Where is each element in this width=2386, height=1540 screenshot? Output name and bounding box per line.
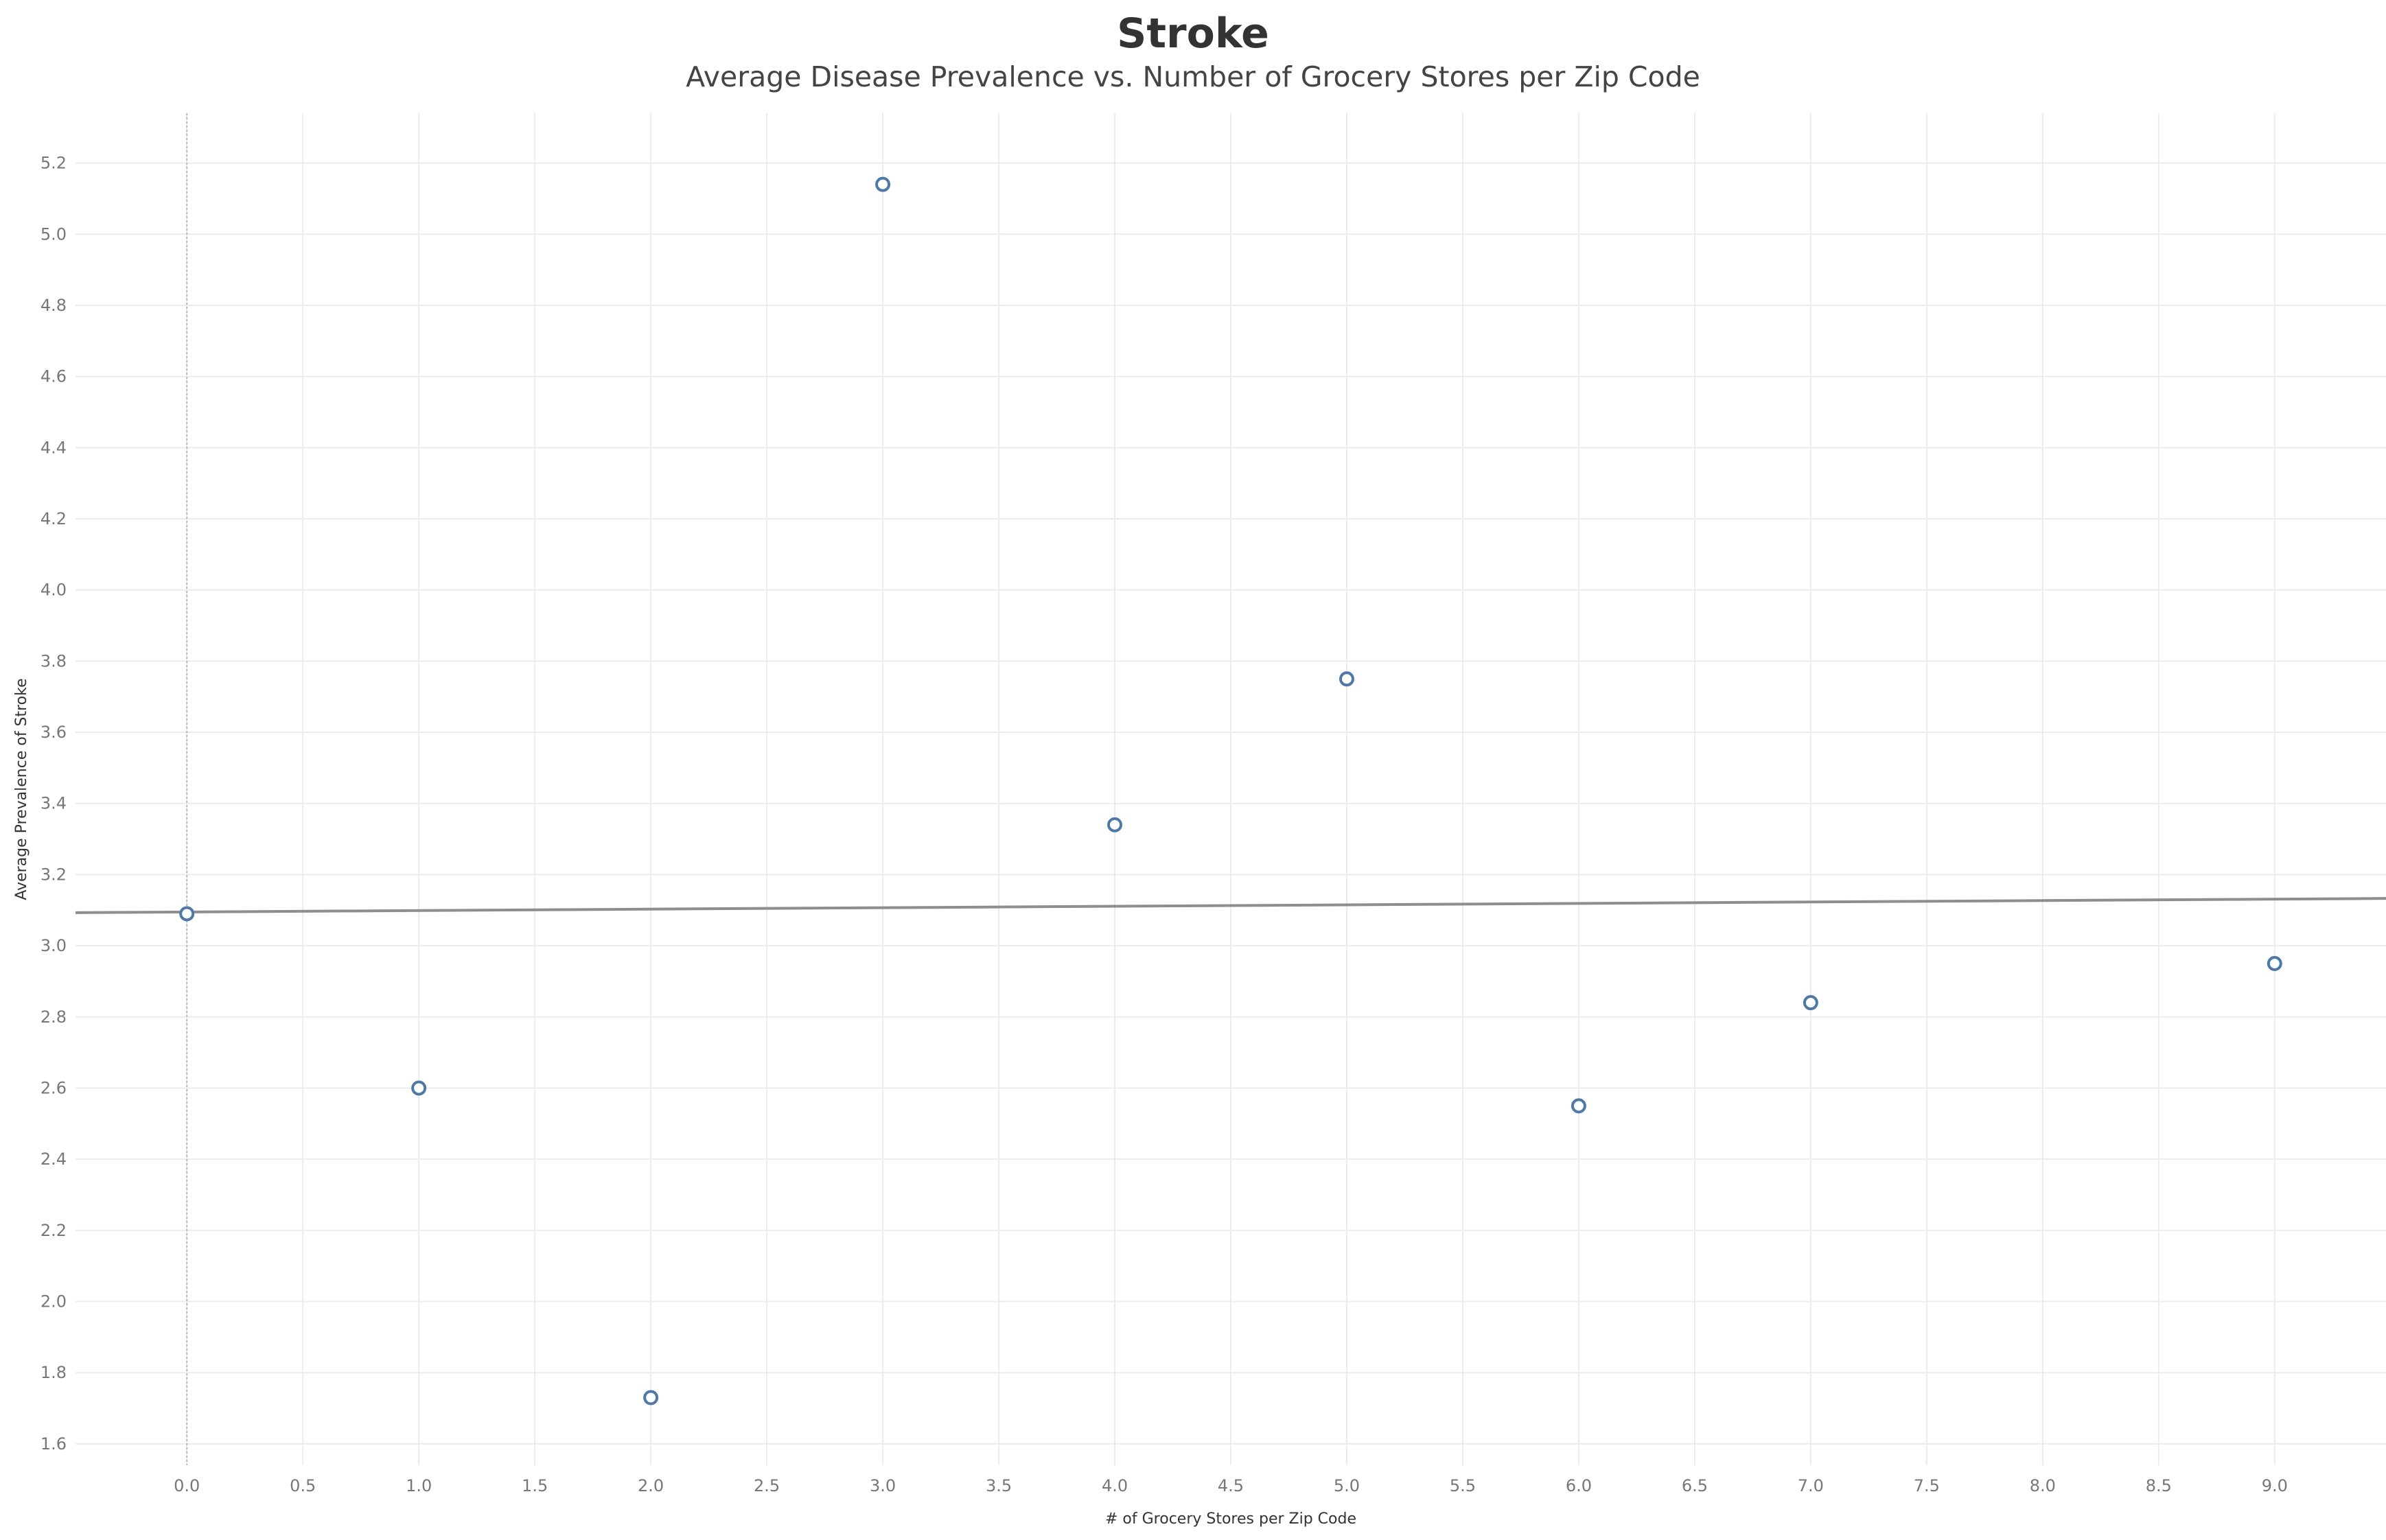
y-tick-label: 4.6 <box>40 367 67 386</box>
y-tick-label: 4.8 <box>40 296 67 315</box>
y-tick-label: 4.4 <box>40 438 67 457</box>
y-tick-label: 3.2 <box>40 865 67 884</box>
x-tick-label: 3.5 <box>986 1476 1012 1495</box>
x-tick-label: 5.0 <box>1334 1476 1360 1495</box>
x-tick-label: 1.0 <box>406 1476 432 1495</box>
x-tick-label: 1.5 <box>522 1476 548 1495</box>
x-tick-label: 8.0 <box>2030 1476 2056 1495</box>
y-tick-label: 1.8 <box>40 1363 67 1382</box>
data-point[interactable] <box>1339 671 1354 687</box>
trend-line-group <box>75 897 2386 914</box>
trend-line <box>75 897 2386 914</box>
y-tick-label: 5.2 <box>40 154 67 173</box>
data-points <box>179 176 2282 1405</box>
x-tick-label: 4.0 <box>1102 1476 1128 1495</box>
y-tick-label: 1.6 <box>40 1434 67 1454</box>
y-tick-label: 2.8 <box>40 1007 67 1027</box>
x-axis-label: # of Grocery Stores per Zip Code <box>1105 1510 1356 1528</box>
x-tick-label: 4.5 <box>1218 1476 1244 1495</box>
data-point[interactable] <box>875 176 891 192</box>
data-point[interactable] <box>1571 1098 1586 1114</box>
chart-subtitle: Average Disease Prevalence vs. Number of… <box>686 60 1700 93</box>
axes: 0.0 0.5 1.0 1.5 2.0 2.5 3.0 3.5 4.0 4.5 5.0 5.5 6.0 6… <box>40 154 2288 1495</box>
x-tick-label: 8.5 <box>2146 1476 2172 1495</box>
y-tick-label: 4.2 <box>40 509 67 528</box>
y-tick-label: 3.6 <box>40 723 67 742</box>
x-tick-label: 2.5 <box>754 1476 780 1495</box>
y-tick-label: 3.0 <box>40 936 67 955</box>
y-tick-label: 3.8 <box>40 651 67 670</box>
data-point[interactable] <box>179 906 195 922</box>
data-point[interactable] <box>411 1080 427 1096</box>
x-tick-label: 2.0 <box>638 1476 664 1495</box>
chart-title: Stroke <box>1117 10 1269 58</box>
data-point[interactable] <box>643 1390 659 1405</box>
x-tick-label: 6.5 <box>1682 1476 1708 1495</box>
y-tick-label: 2.4 <box>40 1150 67 1169</box>
data-point[interactable] <box>2267 956 2282 972</box>
x-tick-label: 6.0 <box>1566 1476 1592 1495</box>
x-tick-label: 7.0 <box>1798 1476 1824 1495</box>
x-tick-label: 0.5 <box>290 1476 316 1495</box>
y-tick-label: 2.0 <box>40 1292 67 1311</box>
data-point[interactable] <box>1803 995 1818 1011</box>
y-axis-label: Average Prevalence of Stroke <box>13 678 30 900</box>
x-tick-label: 7.5 <box>1914 1476 1940 1495</box>
y-tick-label: 2.2 <box>40 1221 67 1240</box>
x-tick-label: 0.0 <box>174 1476 200 1495</box>
axis-labels: # of Grocery Stores per Zip Code Average… <box>13 678 1356 1528</box>
x-tick-label: 5.5 <box>1450 1476 1476 1495</box>
y-tick-label: 4.0 <box>40 581 67 600</box>
y-tick-label: 2.6 <box>40 1078 67 1097</box>
data-point[interactable] <box>1107 817 1123 832</box>
y-tick-label: 5.0 <box>40 224 67 244</box>
gridlines <box>76 113 2386 1465</box>
y-tick-label: 3.4 <box>40 794 67 813</box>
x-tick-label: 9.0 <box>2262 1476 2288 1495</box>
x-tick-label: 3.0 <box>870 1476 896 1495</box>
